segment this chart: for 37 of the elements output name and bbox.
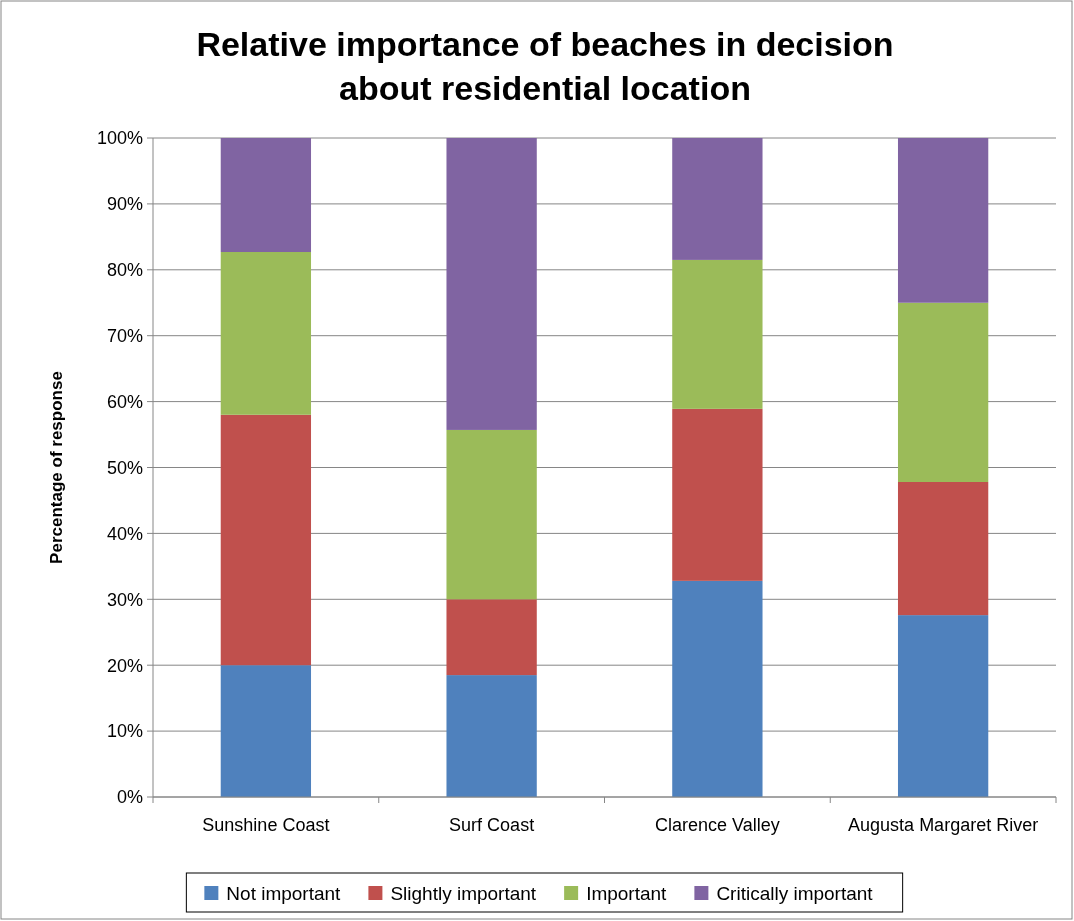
x-tick-label: Augusta Margaret River xyxy=(848,815,1039,835)
y-tick-label: 50% xyxy=(106,457,143,478)
x-tick-label: Surf Coast xyxy=(449,815,535,835)
bar xyxy=(446,675,537,797)
bar xyxy=(897,138,989,303)
y-axis-title: Percentage of response xyxy=(47,371,66,564)
bar xyxy=(446,599,537,676)
y-tick-label: 0% xyxy=(116,787,143,808)
y-tick-label: 40% xyxy=(106,523,143,544)
bar xyxy=(220,665,312,797)
x-tick-label: Clarence Valley xyxy=(655,815,780,835)
legend-label: Not important xyxy=(226,882,342,904)
bar xyxy=(672,259,763,409)
bar xyxy=(220,138,312,253)
bar xyxy=(672,580,763,797)
y-tick-label: 80% xyxy=(106,260,143,281)
bar xyxy=(672,138,763,260)
legend-label: Important xyxy=(586,882,668,904)
y-tick-label: 70% xyxy=(106,326,143,346)
bar xyxy=(672,408,763,581)
y-tick-label: 60% xyxy=(106,391,143,412)
bar xyxy=(897,302,989,482)
x-tick-label: Sunshine Coast xyxy=(202,815,330,835)
legend-label: Slightly important xyxy=(390,882,537,904)
bar xyxy=(220,252,312,415)
bar xyxy=(446,429,537,600)
bar xyxy=(446,138,537,430)
bar xyxy=(897,615,989,797)
bar xyxy=(220,414,312,666)
bar xyxy=(897,482,989,616)
y-tick-label: 30% xyxy=(106,589,143,610)
y-tick-label: 100% xyxy=(96,128,143,149)
legend-label: Critically important xyxy=(716,882,874,904)
y-tick-label: 10% xyxy=(106,721,143,742)
y-tick-label: 90% xyxy=(106,194,143,215)
chart-title: Relative importance of beaches in decision about residential location xyxy=(196,25,894,107)
y-tick-label: 20% xyxy=(106,655,143,676)
